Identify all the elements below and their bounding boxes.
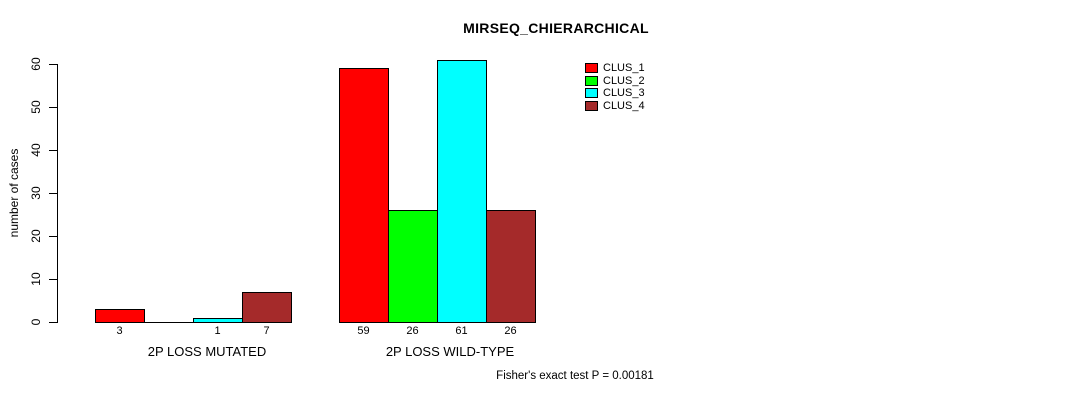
bar-value-label: 7: [263, 325, 270, 337]
y-axis-tick: [49, 236, 57, 237]
bar-value-label: 59: [357, 325, 370, 337]
bar-value-label: 1: [214, 325, 221, 337]
y-axis-tick: [49, 64, 57, 65]
y-axis-tick: [49, 107, 57, 108]
bar-clus-2-2: [388, 210, 438, 323]
y-axis-tick-label: 30: [29, 186, 43, 200]
y-axis-tick: [49, 322, 57, 323]
legend-label: CLUS_2: [603, 75, 645, 87]
legend-label: CLUS_3: [603, 87, 645, 99]
x-group-label: 2P LOSS WILD-TYPE: [385, 344, 515, 359]
legend-swatch-clus-3: [585, 88, 598, 98]
bar-value-label: 26: [406, 325, 419, 337]
legend: CLUS_1 CLUS_2 CLUS_3 CLUS_4: [585, 62, 705, 123]
y-axis-tick: [49, 193, 57, 194]
y-axis-label: number of cases: [7, 148, 21, 238]
bar-clus-4-2: [486, 210, 536, 323]
y-axis-tick-label: 50: [29, 100, 43, 114]
pvalue-annotation: Fisher's exact test P = 0.00181: [496, 370, 654, 382]
y-axis-line: [57, 64, 58, 323]
bar-clus-1-1: [95, 309, 145, 323]
y-axis-tick: [49, 279, 57, 280]
legend-swatch-clus-4: [585, 101, 598, 111]
y-axis-tick: [49, 150, 57, 151]
x-group-label: 2P LOSS MUTATED: [147, 344, 267, 359]
legend-label: CLUS_4: [603, 100, 645, 112]
legend-label: CLUS_1: [603, 62, 645, 74]
bar-clus-4-1: [242, 292, 292, 323]
y-axis-tick-label: 0: [29, 318, 43, 326]
bar-value-label: 61: [455, 325, 468, 337]
bar-clus-3-2: [437, 60, 487, 323]
legend-swatch-clus-2: [585, 76, 598, 86]
bar-value-label: 26: [504, 325, 517, 337]
bar-clus-3-1: [193, 318, 243, 323]
bar-value-label: 3: [116, 325, 123, 337]
chart-title: MIRSEQ_CHIERARCHICAL: [463, 20, 649, 36]
legend-swatch-clus-1: [585, 63, 598, 73]
y-axis-tick-label: 20: [29, 229, 43, 243]
y-axis-tick-label: 60: [29, 57, 43, 71]
bar-clus-1-2: [339, 68, 389, 323]
y-axis-tick-label: 40: [29, 143, 43, 157]
y-axis-tick-label: 10: [29, 272, 43, 286]
